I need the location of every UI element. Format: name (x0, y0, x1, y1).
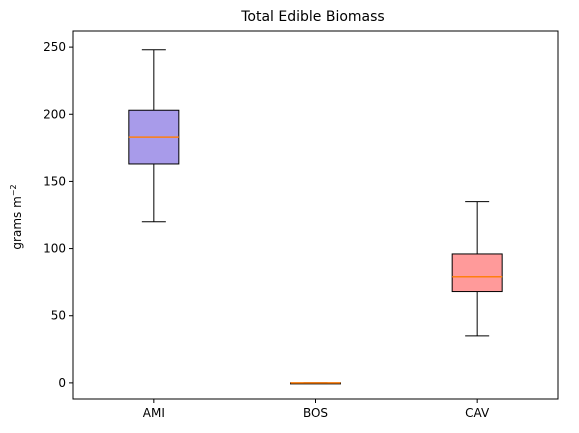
chart-title: Total Edible Biomass (240, 9, 384, 25)
x-tick-label: AMI (143, 406, 165, 420)
y-axis-label: grams m−2 (9, 184, 24, 249)
y-tick-label: 250 (43, 40, 66, 54)
axes-frame (72, 30, 559, 400)
y-axis-label-superscript: −2 (9, 184, 18, 196)
y-tick-label: 200 (43, 107, 66, 121)
y-tick-label: 50 (51, 309, 66, 323)
x-tick-label: BOS (303, 406, 328, 420)
y-tick-label: 100 (43, 242, 66, 256)
svg-text:grams m−2: grams m−2 (9, 184, 24, 249)
y-tick-label: 150 (43, 174, 66, 188)
y-axis-label-text: grams m (10, 196, 24, 249)
x-tick-label: CAV (465, 406, 490, 420)
box-cav (451, 253, 503, 293)
plot-area: 0 50 100 150 200 250 AMI BOS CAV (43, 30, 559, 420)
y-tick-label: 0 (58, 376, 66, 390)
